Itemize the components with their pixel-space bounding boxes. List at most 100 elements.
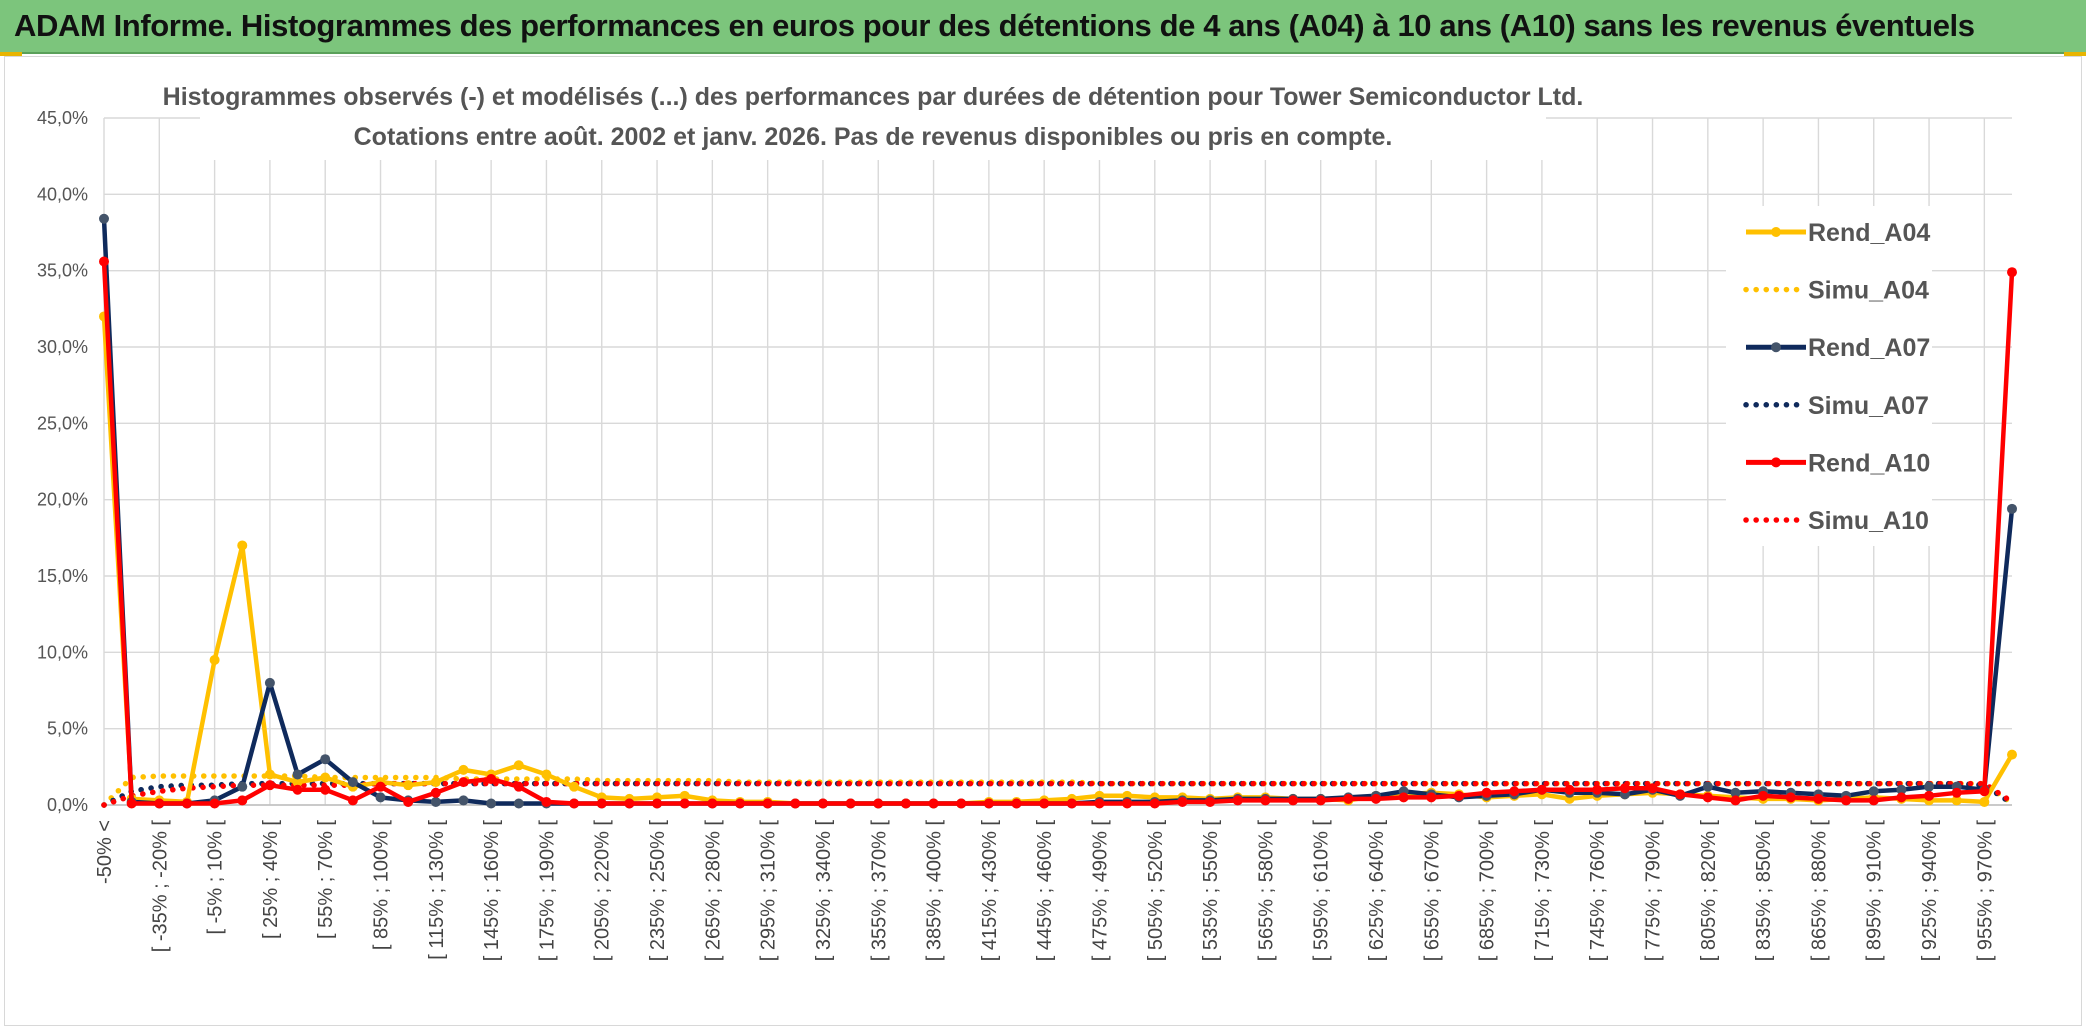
data-point	[1011, 798, 1022, 809]
x-tick-label: [ 175% ; 190% [	[536, 820, 558, 962]
legend-item: Simu_A10	[1743, 507, 1929, 535]
data-point	[292, 777, 303, 788]
chart-subtitle: Cotations entre août. 2002 et janv. 2026…	[354, 123, 1393, 151]
y-tick-label: 20,0%	[37, 490, 88, 510]
chart-title: Histogrammes observés (-) et modélisés (…	[163, 83, 1584, 111]
data-point	[1813, 793, 1824, 804]
x-tick-label: [ 835% ; 850% [	[1753, 820, 1775, 962]
x-tick-label: [ 745% ; 760% [	[1587, 820, 1609, 962]
data-point	[1564, 784, 1575, 795]
data-point	[2007, 503, 2017, 514]
data-point	[513, 781, 524, 792]
data-point	[1758, 790, 1769, 801]
data-point	[1730, 787, 1741, 798]
data-point	[1896, 792, 1907, 803]
x-tick-label: [ 895% ; 910% [	[1864, 820, 1886, 962]
x-axis: -50% < [ -35% ; -20% [[ -5% ; 10% [[ 25% …	[94, 820, 1996, 962]
data-point	[983, 798, 994, 809]
legend-label: Simu_A10	[1808, 507, 1929, 535]
data-point	[1260, 795, 1271, 806]
data-point	[928, 798, 939, 809]
data-point	[209, 798, 220, 809]
data-point	[1896, 784, 1907, 795]
x-tick-label: [ 115% ; 130% [	[426, 820, 448, 960]
y-tick-label: 25,0%	[37, 413, 88, 433]
x-tick-label: [ 775% ; 790% [	[1643, 820, 1665, 962]
data-point	[403, 796, 414, 807]
series-line	[101, 316, 2014, 806]
data-point	[347, 777, 358, 788]
x-tick-label: [ 55% ; 70% [	[315, 820, 337, 939]
data-point	[237, 781, 248, 792]
x-tick-label: [ 265% ; 280% [	[702, 820, 724, 962]
x-tick-label: [ 445% ; 460% [	[1034, 820, 1056, 962]
data-point	[264, 677, 275, 688]
x-tick-label: [ 865% ; 880% [	[1808, 820, 1830, 962]
x-tick-label: [ 385% ; 400% [	[924, 820, 946, 962]
data-point	[707, 798, 718, 809]
data-point	[1785, 792, 1796, 803]
data-point	[237, 540, 248, 551]
data-point	[292, 769, 303, 780]
report-title: ADAM Informe. Histogrammes des performan…	[14, 8, 1975, 43]
x-tick-label: [ 85% ; 100% [	[371, 820, 393, 951]
data-point	[845, 798, 856, 809]
y-tick-label: 45,0%	[37, 108, 88, 128]
y-tick-label: 30,0%	[37, 337, 88, 357]
corner-accent-right	[2064, 52, 2086, 56]
chart-frame	[4, 56, 2082, 1026]
data-point	[209, 654, 220, 665]
data-point	[1039, 798, 1050, 809]
grid	[103, 117, 2012, 806]
data-point	[458, 777, 469, 788]
data-point	[1232, 795, 1243, 806]
title-backdrop	[200, 78, 1546, 160]
x-tick-label: [ 715% ; 730% [	[1532, 820, 1554, 962]
data-point	[430, 777, 441, 788]
data-point	[264, 769, 275, 780]
y-tick-label: 0,0%	[47, 795, 88, 815]
data-point	[1453, 790, 1464, 801]
data-point	[541, 769, 552, 780]
legend-item: Rend_A10	[1746, 449, 1930, 477]
data-point	[1536, 784, 1547, 795]
data-point	[1619, 783, 1630, 794]
data-point	[1094, 798, 1105, 809]
data-point	[320, 784, 331, 795]
report-banner: ADAM Informe. Histogrammes des performan…	[0, 0, 2086, 54]
y-axis: 0,0% 5,0% 10,0% 15,0% 20,0% 25,0% 30,0% 35,0% 40…	[37, 108, 88, 815]
series-rend-a10	[99, 256, 2017, 809]
data-point	[735, 798, 745, 809]
data-point	[1647, 783, 1658, 794]
data-point	[873, 798, 884, 809]
data-point	[817, 798, 828, 809]
data-point	[264, 780, 275, 791]
legend-label: Simu_A07	[1808, 392, 1929, 420]
data-point	[1979, 796, 1990, 807]
data-point	[1177, 796, 1188, 807]
x-tick-label: [ 505% ; 520% [	[1145, 820, 1167, 962]
data-point	[99, 213, 109, 224]
data-point	[1343, 793, 1354, 804]
data-point	[347, 795, 358, 806]
x-tick-label: [ -35% ; -20% [	[149, 820, 171, 953]
legend-item: Rend_A07	[1746, 334, 1930, 362]
series-group	[99, 213, 2017, 809]
y-tick-label: 35,0%	[37, 261, 88, 281]
data-point	[1426, 792, 1437, 803]
x-tick-label: [ 145% ; 160% [	[481, 820, 503, 962]
data-point	[762, 798, 773, 809]
legend-marker	[1771, 342, 1781, 353]
data-point	[375, 792, 386, 803]
data-point	[1398, 792, 1409, 803]
x-tick-label: [ 25% ; 40% [	[260, 820, 282, 939]
series-line	[101, 218, 2015, 806]
data-point	[1509, 786, 1520, 797]
data-point	[679, 790, 690, 801]
data-point	[1924, 781, 1935, 792]
data-point	[1315, 795, 1326, 806]
data-point	[569, 798, 580, 809]
x-tick-label: [ 325% ; 340% [	[813, 820, 835, 962]
data-point	[1951, 787, 1962, 798]
data-point	[1924, 790, 1935, 801]
